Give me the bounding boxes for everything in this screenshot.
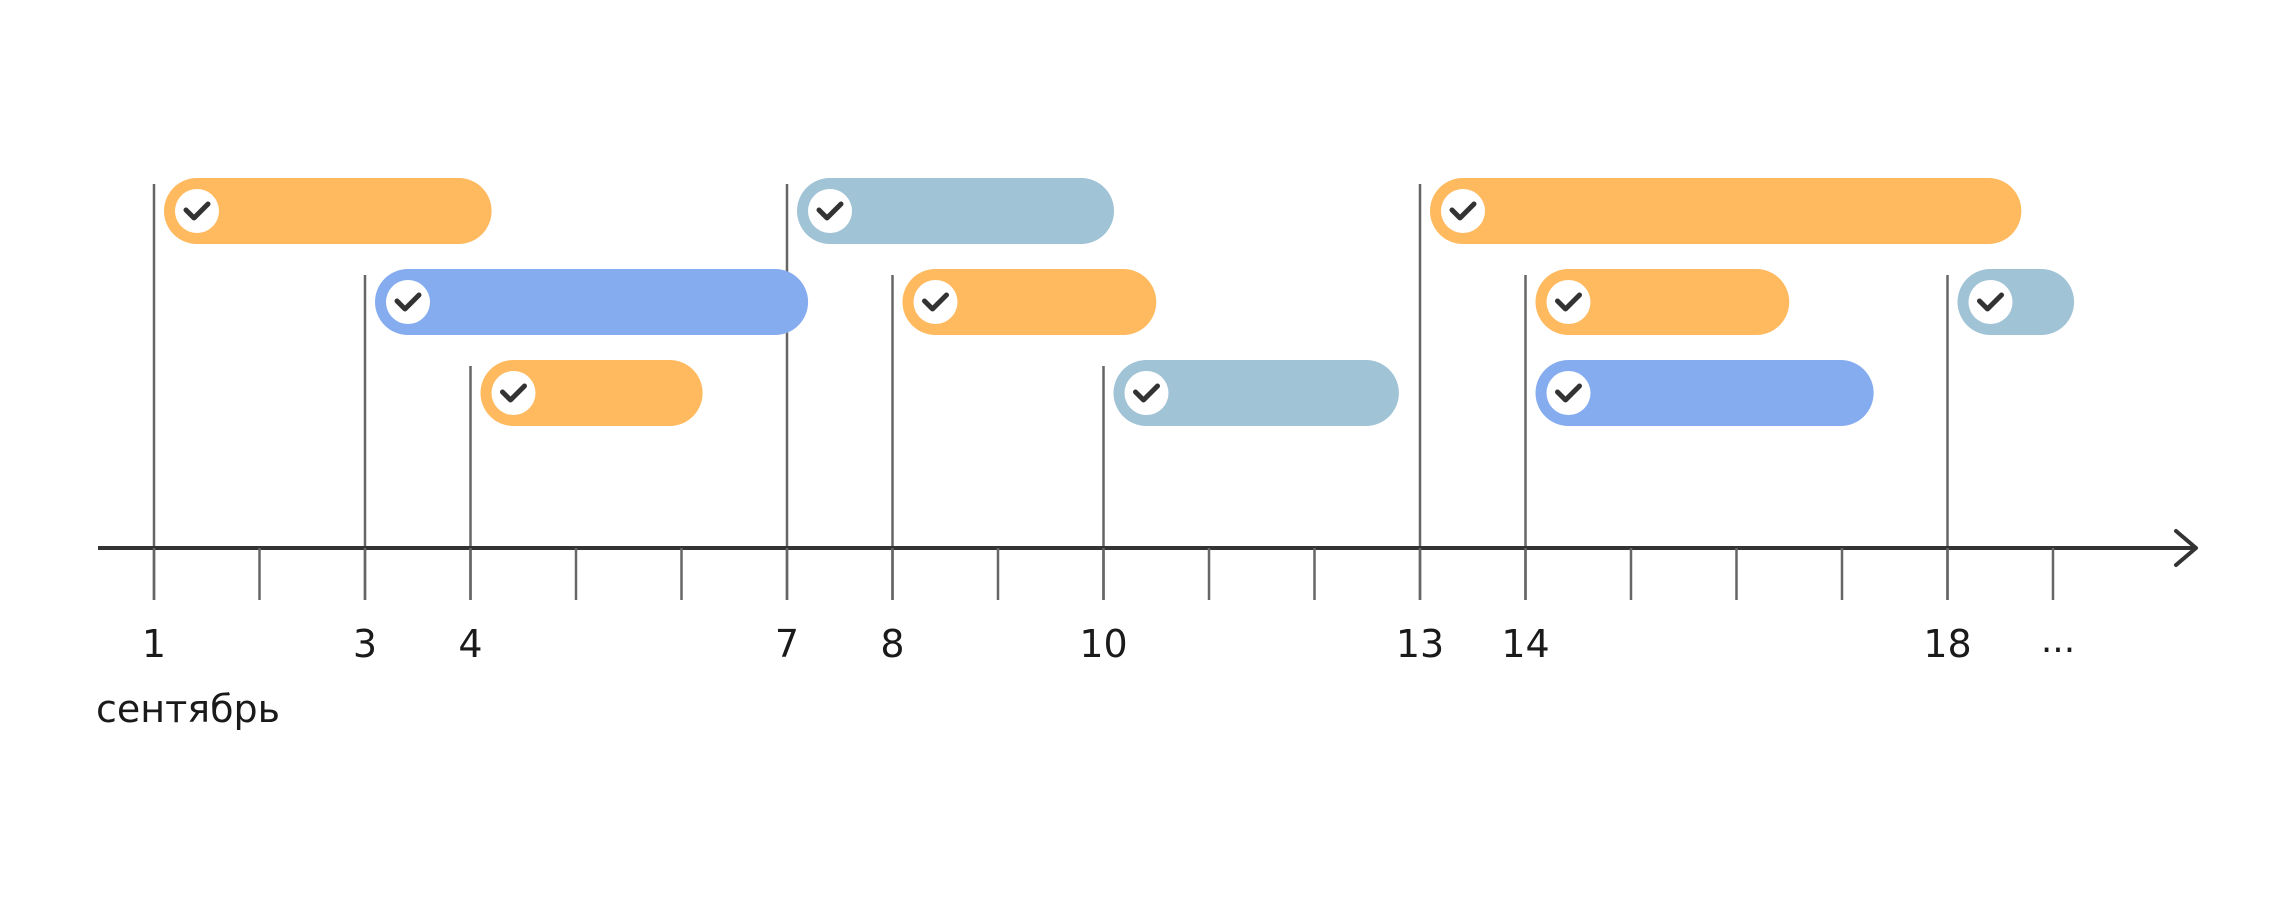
day-label-8: 8 <box>880 622 904 666</box>
task-bar-body <box>1113 360 1399 426</box>
day-labels: 1 3 4 7 8 10 13 14 18 <box>142 622 1972 666</box>
check-icon <box>175 189 219 233</box>
check-icon <box>386 280 430 324</box>
task-bar-body <box>902 269 1157 335</box>
axis-arrow-head <box>2174 529 2198 567</box>
day-label-14: 14 <box>1501 622 1549 666</box>
task-bar <box>797 178 1115 244</box>
day-label-1: 1 <box>142 622 166 666</box>
day-label-4: 4 <box>458 622 482 666</box>
check-icon <box>808 189 852 233</box>
check-icon <box>1546 280 1591 324</box>
task-bar-body <box>1430 178 2022 244</box>
day-label-10: 10 <box>1079 622 1127 666</box>
check-icon <box>1968 280 2013 324</box>
check-icon <box>913 280 958 324</box>
task-bar-body <box>797 178 1115 244</box>
task-bar <box>1535 269 1790 335</box>
task-bar <box>164 178 492 244</box>
day-label-3: 3 <box>353 622 377 666</box>
start-markers <box>152 184 1949 600</box>
task-bar <box>1535 360 1874 426</box>
task-bar-body <box>1535 360 1874 426</box>
time-axis <box>98 529 2198 567</box>
axis-continuation-ellipsis: ... <box>2041 620 2075 661</box>
task-bar <box>902 269 1157 335</box>
check-icon <box>1441 189 1485 233</box>
task-bar-body <box>480 360 703 426</box>
task-bar <box>375 269 809 335</box>
day-label-7: 7 <box>775 622 799 666</box>
day-label-18: 18 <box>1923 622 1971 666</box>
task-bar-body <box>1535 269 1790 335</box>
task-bar <box>1113 360 1399 426</box>
task-bar <box>1957 269 2075 335</box>
task-bars <box>164 178 2075 426</box>
axis-ticks <box>152 548 2055 600</box>
task-bar-body <box>375 269 809 335</box>
task-bar-body <box>164 178 492 244</box>
check-icon <box>491 371 536 415</box>
month-label: сентябрь <box>96 687 280 731</box>
task-bar <box>1430 178 2022 244</box>
check-icon <box>1546 371 1591 415</box>
day-label-13: 13 <box>1396 622 1444 666</box>
check-icon <box>1124 371 1169 415</box>
task-bar <box>480 360 703 426</box>
